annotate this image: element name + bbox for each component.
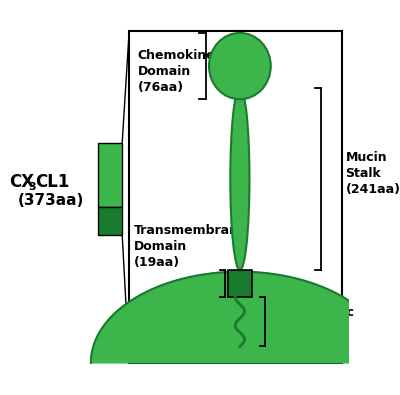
Polygon shape: [91, 272, 389, 363]
Bar: [98, 207, 122, 235]
Text: Transmembrane
Domain
(19aa): Transmembrane Domain (19aa): [134, 224, 247, 269]
Bar: [98, 143, 122, 207]
Text: 3: 3: [28, 182, 36, 192]
Text: Chemokine
Domain
(76aa): Chemokine Domain (76aa): [138, 49, 216, 94]
Text: Cytoplasmic
Tail
(37aa): Cytoplasmic Tail (37aa): [270, 306, 355, 350]
Bar: [228, 270, 252, 297]
Text: Mucin
Stalk
(241aa): Mucin Stalk (241aa): [346, 151, 400, 196]
Ellipse shape: [230, 88, 250, 270]
Text: (373aa): (373aa): [18, 194, 84, 209]
Text: CX: CX: [9, 173, 34, 191]
Text: CL1: CL1: [35, 173, 69, 191]
Bar: [129, 31, 342, 363]
Ellipse shape: [209, 33, 271, 99]
